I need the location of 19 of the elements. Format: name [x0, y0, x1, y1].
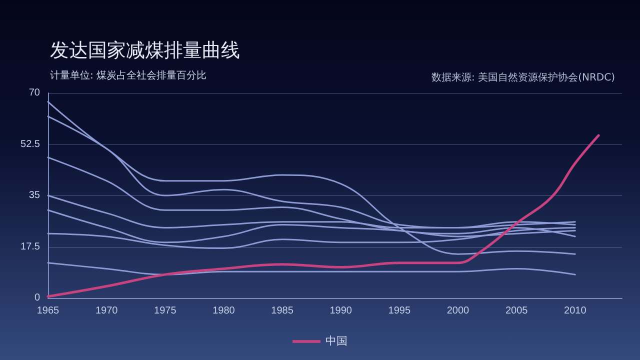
y-tick-label: 35: [28, 190, 40, 201]
x-tick-label: 2005: [505, 306, 528, 316]
x-tick-label: 1975: [154, 306, 177, 316]
x-tick-label: 1970: [95, 306, 118, 316]
x-tick-label: 1990: [330, 306, 352, 316]
x-tick-label: 2000: [446, 306, 470, 316]
chart-title: 发达国家减煤排量曲线: [50, 40, 240, 62]
y-tick-label: 70: [28, 88, 40, 98]
x-tick-label: 2010: [564, 306, 587, 316]
source-note: 数据来源: 美国自然资源保护协会(NRDC): [432, 72, 616, 84]
y-tick-label: 0: [34, 292, 40, 304]
chart-subtitle: 计量单位: 煤炭占全社会排量百分比: [50, 70, 207, 82]
x-tick-label: 1980: [212, 306, 236, 316]
x-tick-label: 1995: [388, 306, 411, 316]
x-tick-label: 1965: [36, 306, 60, 316]
x-tick-label: 1985: [271, 306, 294, 316]
legend-label: 中国: [326, 334, 348, 348]
y-tick-label: 17.5: [20, 241, 40, 252]
y-tick-label: 52.5: [20, 138, 40, 150]
